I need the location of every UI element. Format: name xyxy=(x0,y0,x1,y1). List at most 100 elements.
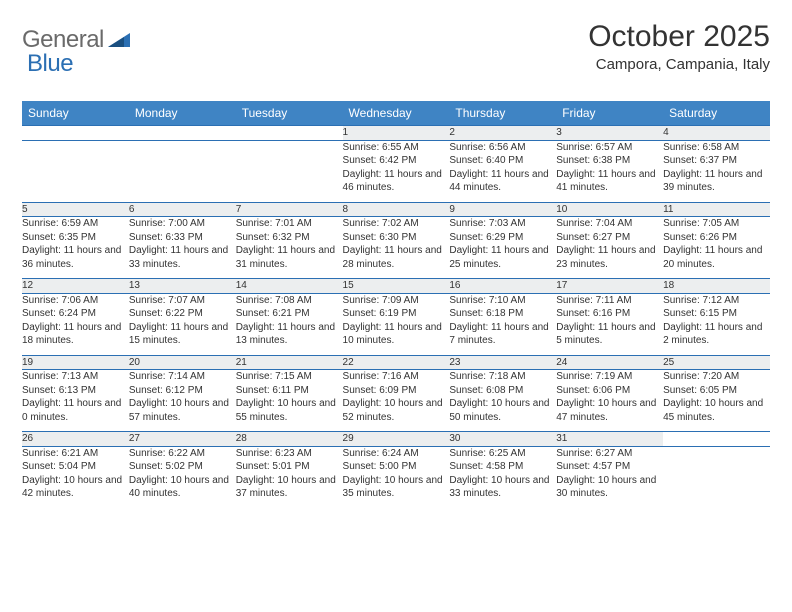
cell-line: Daylight: 11 hours and 46 minutes. xyxy=(343,168,450,195)
cell-line: Daylight: 11 hours and 0 minutes. xyxy=(22,397,129,424)
day-number-cell: 16 xyxy=(449,279,556,294)
day-content-cell: Sunrise: 7:12 AMSunset: 6:15 PMDaylight:… xyxy=(663,293,770,355)
day-content-cell xyxy=(236,140,343,202)
cell-line: Sunset: 6:27 PM xyxy=(556,231,663,245)
cell-line: Sunrise: 6:25 AM xyxy=(449,447,556,461)
cell-line: Sunset: 4:57 PM xyxy=(556,460,663,474)
cell-line: Daylight: 11 hours and 33 minutes. xyxy=(129,244,236,271)
day-number-cell: 22 xyxy=(343,355,450,370)
cell-line: Sunrise: 7:04 AM xyxy=(556,217,663,231)
cell-line: Sunset: 6:38 PM xyxy=(556,154,663,168)
day-number-cell: 27 xyxy=(129,432,236,447)
cell-line: Sunrise: 6:57 AM xyxy=(556,141,663,155)
day-content-cell xyxy=(129,140,236,202)
cell-line: Sunset: 5:02 PM xyxy=(129,460,236,474)
cell-line: Sunset: 6:35 PM xyxy=(22,231,129,245)
day-number-cell: 12 xyxy=(22,279,129,294)
cell-line: Daylight: 11 hours and 2 minutes. xyxy=(663,321,770,348)
day-content-cell: Sunrise: 7:04 AMSunset: 6:27 PMDaylight:… xyxy=(556,217,663,279)
cell-line: Sunset: 6:30 PM xyxy=(343,231,450,245)
cell-line: Sunrise: 7:02 AM xyxy=(343,217,450,231)
logo-triangle-icon xyxy=(108,31,130,47)
cell-line: Sunrise: 7:16 AM xyxy=(343,370,450,384)
day-content-cell: Sunrise: 7:03 AMSunset: 6:29 PMDaylight:… xyxy=(449,217,556,279)
day-content-cell: Sunrise: 6:56 AMSunset: 6:40 PMDaylight:… xyxy=(449,140,556,202)
cell-line: Daylight: 10 hours and 30 minutes. xyxy=(556,474,663,501)
day-content-cell: Sunrise: 6:24 AMSunset: 5:00 PMDaylight:… xyxy=(343,446,450,508)
cell-line: Daylight: 11 hours and 5 minutes. xyxy=(556,321,663,348)
weekday-header: Sunday xyxy=(22,101,129,126)
cell-line: Sunset: 5:01 PM xyxy=(236,460,343,474)
cell-line: Sunset: 6:29 PM xyxy=(449,231,556,245)
cell-line: Daylight: 11 hours and 44 minutes. xyxy=(449,168,556,195)
calendar-page: General October 2025 Campora, Campania, … xyxy=(0,0,792,528)
content-row: Sunrise: 6:55 AMSunset: 6:42 PMDaylight:… xyxy=(22,140,770,202)
day-content-cell: Sunrise: 7:02 AMSunset: 6:30 PMDaylight:… xyxy=(343,217,450,279)
day-number-cell: 6 xyxy=(129,202,236,217)
day-number-cell: 25 xyxy=(663,355,770,370)
cell-line: Sunset: 6:15 PM xyxy=(663,307,770,321)
day-content-cell: Sunrise: 7:00 AMSunset: 6:33 PMDaylight:… xyxy=(129,217,236,279)
day-number-cell: 17 xyxy=(556,279,663,294)
day-content-cell: Sunrise: 6:59 AMSunset: 6:35 PMDaylight:… xyxy=(22,217,129,279)
cell-line: Daylight: 11 hours and 36 minutes. xyxy=(22,244,129,271)
content-row: Sunrise: 7:13 AMSunset: 6:13 PMDaylight:… xyxy=(22,370,770,432)
cell-line: Daylight: 11 hours and 20 minutes. xyxy=(663,244,770,271)
day-content-cell: Sunrise: 6:58 AMSunset: 6:37 PMDaylight:… xyxy=(663,140,770,202)
day-number-cell xyxy=(663,432,770,447)
month-title: October 2025 xyxy=(588,20,770,54)
cell-line: Daylight: 11 hours and 7 minutes. xyxy=(449,321,556,348)
day-content-cell: Sunrise: 7:01 AMSunset: 6:32 PMDaylight:… xyxy=(236,217,343,279)
day-content-cell: Sunrise: 6:23 AMSunset: 5:01 PMDaylight:… xyxy=(236,446,343,508)
day-number-cell: 18 xyxy=(663,279,770,294)
cell-line: Sunrise: 7:20 AM xyxy=(663,370,770,384)
day-number-cell: 23 xyxy=(449,355,556,370)
cell-line: Daylight: 10 hours and 40 minutes. xyxy=(129,474,236,501)
cell-line: Sunrise: 7:08 AM xyxy=(236,294,343,308)
day-number-cell: 20 xyxy=(129,355,236,370)
cell-line: Sunrise: 6:23 AM xyxy=(236,447,343,461)
day-number-cell: 28 xyxy=(236,432,343,447)
cell-line: Daylight: 11 hours and 31 minutes. xyxy=(236,244,343,271)
cell-line: Sunrise: 6:56 AM xyxy=(449,141,556,155)
day-content-cell: Sunrise: 7:05 AMSunset: 6:26 PMDaylight:… xyxy=(663,217,770,279)
cell-line: Sunset: 6:22 PM xyxy=(129,307,236,321)
day-number-cell: 11 xyxy=(663,202,770,217)
cell-line: Sunset: 6:09 PM xyxy=(343,384,450,398)
day-content-cell: Sunrise: 6:27 AMSunset: 4:57 PMDaylight:… xyxy=(556,446,663,508)
day-content-cell: Sunrise: 7:09 AMSunset: 6:19 PMDaylight:… xyxy=(343,293,450,355)
daynum-row: 262728293031 xyxy=(22,432,770,447)
day-number-cell: 26 xyxy=(22,432,129,447)
cell-line: Sunset: 6:06 PM xyxy=(556,384,663,398)
weekday-header: Wednesday xyxy=(343,101,450,126)
day-number-cell xyxy=(236,126,343,141)
cell-line: Daylight: 10 hours and 45 minutes. xyxy=(663,397,770,424)
day-number-cell: 4 xyxy=(663,126,770,141)
cell-line: Daylight: 11 hours and 23 minutes. xyxy=(556,244,663,271)
title-block: October 2025 Campora, Campania, Italy xyxy=(588,20,770,73)
cell-line: Sunrise: 7:06 AM xyxy=(22,294,129,308)
cell-line: Sunset: 6:08 PM xyxy=(449,384,556,398)
cell-line: Sunset: 6:32 PM xyxy=(236,231,343,245)
cell-line: Sunset: 6:16 PM xyxy=(556,307,663,321)
cell-line: Sunset: 6:33 PM xyxy=(129,231,236,245)
cell-line: Sunrise: 7:12 AM xyxy=(663,294,770,308)
day-content-cell: Sunrise: 6:57 AMSunset: 6:38 PMDaylight:… xyxy=(556,140,663,202)
daynum-row: 12131415161718 xyxy=(22,279,770,294)
cell-line: Sunrise: 7:07 AM xyxy=(129,294,236,308)
cell-line: Sunrise: 7:01 AM xyxy=(236,217,343,231)
cell-line: Daylight: 10 hours and 47 minutes. xyxy=(556,397,663,424)
cell-line: Sunset: 6:11 PM xyxy=(236,384,343,398)
day-content-cell: Sunrise: 6:21 AMSunset: 5:04 PMDaylight:… xyxy=(22,446,129,508)
day-number-cell: 5 xyxy=(22,202,129,217)
day-number-cell: 13 xyxy=(129,279,236,294)
location-text: Campora, Campania, Italy xyxy=(588,56,770,73)
day-number-cell: 14 xyxy=(236,279,343,294)
cell-line: Daylight: 10 hours and 57 minutes. xyxy=(129,397,236,424)
day-content-cell xyxy=(22,140,129,202)
cell-line: Sunrise: 6:58 AM xyxy=(663,141,770,155)
day-number-cell: 24 xyxy=(556,355,663,370)
day-number-cell: 3 xyxy=(556,126,663,141)
weekday-header: Tuesday xyxy=(236,101,343,126)
day-content-cell: Sunrise: 6:55 AMSunset: 6:42 PMDaylight:… xyxy=(343,140,450,202)
